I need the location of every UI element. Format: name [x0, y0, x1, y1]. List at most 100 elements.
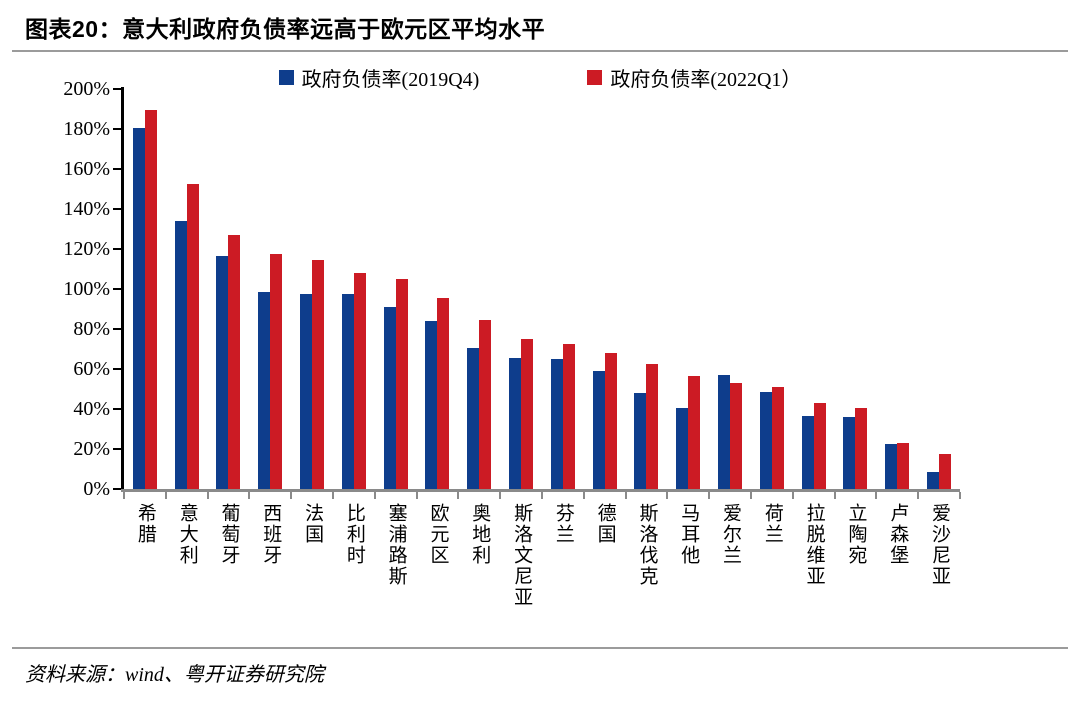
y-tick	[113, 368, 122, 370]
x-tick	[959, 492, 961, 499]
x-tick	[917, 492, 920, 499]
y-tick	[113, 208, 122, 210]
x-tick	[123, 492, 125, 499]
y-tick	[113, 488, 122, 490]
bar-group	[876, 89, 918, 489]
bar-2019q4-法国	[300, 294, 313, 489]
x-axis-label: 意大利	[176, 503, 198, 566]
bar-2019q4-西班牙	[258, 292, 271, 489]
y-tick-label: 100%	[63, 278, 110, 300]
bar-2019q4-爱尔兰	[718, 375, 731, 489]
bar-2022q1-斯洛文尼亚	[521, 339, 534, 489]
bar-2019q4-塞浦路斯	[383, 307, 396, 489]
bar-group	[626, 89, 668, 489]
x-tick	[666, 492, 669, 499]
y-tick	[113, 288, 122, 290]
bar-2019q4-斯洛伐克	[634, 393, 647, 489]
bar-2022q1-塞浦路斯	[395, 279, 408, 489]
legend-item-2019q4: 政府负债率(2019Q4)	[278, 63, 480, 92]
x-axis-label: 拉脱维亚	[803, 503, 825, 587]
bar-2022q1-芬兰	[562, 344, 575, 489]
bar-2019q4-比利时	[341, 294, 354, 489]
bar-2022q1-斯洛伐克	[646, 364, 659, 489]
bar-group	[835, 89, 877, 489]
bar-group	[249, 89, 291, 489]
x-axis-label: 斯洛伐克	[636, 503, 658, 587]
bar-2019q4-荷兰	[759, 392, 772, 489]
bar-2019q4-德国	[592, 371, 605, 489]
y-tick-label: 180%	[63, 118, 110, 140]
bar-group	[333, 89, 375, 489]
bar-group	[918, 89, 960, 489]
y-tick-label: 40%	[73, 398, 110, 420]
x-axis-label: 马耳他	[678, 503, 700, 566]
x-tick	[290, 492, 293, 499]
bar-group	[375, 89, 417, 489]
x-axis-line	[121, 489, 960, 492]
x-axis-label: 希腊	[134, 503, 156, 545]
x-tick	[499, 492, 502, 499]
x-tick	[206, 492, 209, 499]
bar-group	[709, 89, 751, 489]
y-tick	[113, 248, 122, 250]
plot-area	[124, 89, 960, 489]
bar-2019q4-拉脱维亚	[801, 416, 814, 489]
x-axis-label: 斯洛文尼亚	[511, 503, 533, 608]
legend-label-2022q1: 政府负债率(2022Q1）	[610, 69, 802, 91]
y-tick-label: 120%	[63, 238, 110, 260]
y-tick-label: 80%	[73, 318, 110, 340]
x-tick	[624, 492, 627, 499]
x-axis-label: 葡萄牙	[218, 503, 240, 566]
bar-group	[793, 89, 835, 489]
legend-marker-2019q4	[278, 70, 294, 85]
bar-2019q4-奥地利	[467, 348, 480, 489]
source-note: 资料来源：wind、粤开证券研究院	[25, 664, 324, 686]
y-tick	[113, 328, 122, 330]
x-tick	[248, 492, 251, 499]
title-divider-line	[12, 50, 1068, 52]
bar-2019q4-马耳他	[676, 408, 689, 489]
y-tick-label: 0%	[83, 478, 110, 500]
bar-group	[500, 89, 542, 489]
x-tick	[833, 492, 836, 499]
x-tick	[791, 492, 794, 499]
y-tick	[113, 88, 122, 90]
bar-2019q4-卢森堡	[885, 444, 898, 489]
y-tick	[113, 408, 122, 410]
bar-2022q1-马耳他	[688, 376, 701, 489]
bar-2022q1-希腊	[144, 110, 157, 489]
x-axis-label: 西班牙	[260, 503, 282, 566]
bar-group	[751, 89, 793, 489]
bar-chart: 政府负债率(2019Q4) 政府负债率(2022Q1） 0% 20% 40% 60% 8…	[0, 55, 1080, 643]
bar-2022q1-意大利	[186, 184, 199, 489]
y-tick	[113, 128, 122, 130]
x-axis-label: 塞浦路斯	[385, 503, 407, 587]
bar-2019q4-芬兰	[550, 359, 563, 489]
bar-2019q4-立陶宛	[843, 417, 856, 489]
x-axis-label: 爱沙尼亚	[929, 503, 951, 587]
bar-group	[584, 89, 626, 489]
bar-2022q1-欧元区	[437, 298, 450, 489]
bar-2022q1-拉脱维亚	[813, 403, 826, 489]
legend-label-2019q4: 政府负债率(2019Q4)	[301, 69, 480, 91]
bar-2022q1-西班牙	[270, 254, 283, 489]
bar-2019q4-葡萄牙	[216, 256, 229, 489]
x-tick	[332, 492, 334, 499]
x-axis-labels: 希腊 意大利 葡萄牙 西班牙 法国 比利时 塞浦路斯 欧元区 奥地利 斯洛文尼亚 芬兰 德国 斯洛伐克马…	[124, 503, 960, 608]
x-axis-label: 卢森堡	[887, 503, 909, 566]
x-tick	[750, 492, 752, 499]
legend-marker-2022q1	[587, 70, 603, 85]
x-tick	[373, 492, 376, 499]
x-axis-label: 芬兰	[552, 503, 574, 545]
y-tick-label: 140%	[63, 198, 110, 220]
bar-2022q1-爱沙尼亚	[939, 454, 952, 489]
bar-2019q4-欧元区	[425, 321, 438, 489]
bar-group	[458, 89, 500, 489]
chart-title: 图表20：意大利政府负债率远高于欧元区平均水平	[25, 16, 546, 42]
bar-group	[417, 89, 459, 489]
x-tick	[582, 492, 585, 499]
bar-2022q1-奥地利	[479, 320, 492, 489]
x-axis-label: 法国	[302, 503, 324, 545]
x-axis-label: 奥地利	[469, 503, 491, 566]
bar-2019q4-意大利	[174, 221, 187, 489]
